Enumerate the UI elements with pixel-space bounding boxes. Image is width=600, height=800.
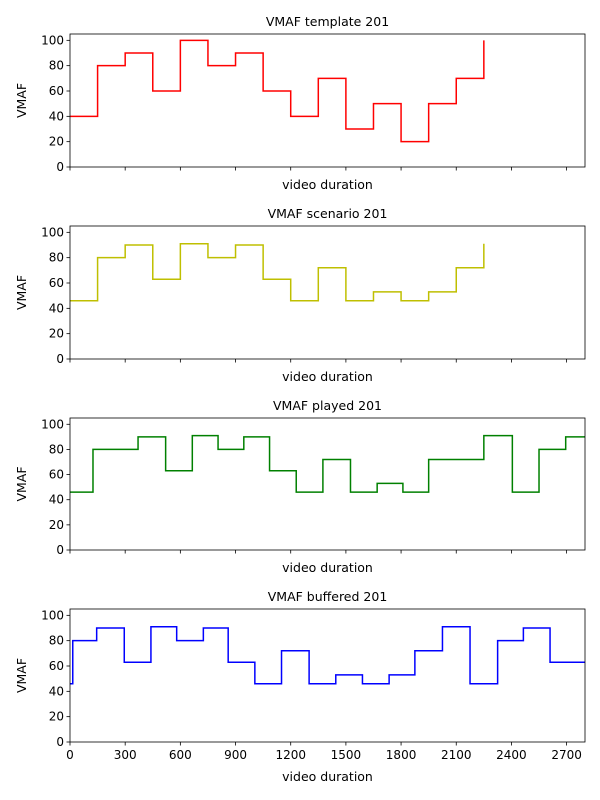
y-tick-label: 0 xyxy=(56,160,64,174)
axes-frame xyxy=(69,225,586,360)
y-tick-label: 40 xyxy=(49,493,64,507)
series-line xyxy=(70,625,585,685)
y-tick-label: 60 xyxy=(49,84,64,98)
y-tick-label: 80 xyxy=(49,442,64,456)
x-tick-label: 2700 xyxy=(551,748,582,762)
y-tick-label: 60 xyxy=(49,276,64,290)
y-axis-label: VMAF xyxy=(14,83,29,118)
y-tick-label: 100 xyxy=(41,417,64,431)
x-tick-label: 2400 xyxy=(496,748,527,762)
x-tick-label: 2100 xyxy=(441,748,472,762)
chart-title: VMAF template 201 xyxy=(266,14,389,29)
series-line xyxy=(70,434,585,493)
y-tick-label: 40 xyxy=(49,684,64,698)
y-axis-label: VMAF xyxy=(14,466,29,501)
y-tick-label: 0 xyxy=(56,352,64,366)
y-tick-label: 0 xyxy=(56,735,64,749)
y-tick-label: 60 xyxy=(49,468,64,482)
x-axis-label: video duration xyxy=(282,769,373,784)
x-tick-label: 1200 xyxy=(275,748,306,762)
x-axis-label: video duration xyxy=(282,369,373,384)
y-tick-label: 20 xyxy=(49,135,64,149)
x-axis-label: video duration xyxy=(282,177,373,192)
x-tick-label: 600 xyxy=(169,748,192,762)
chart-title: VMAF played 201 xyxy=(273,398,382,413)
chart-title: VMAF scenario 201 xyxy=(268,206,388,221)
x-tick-label: 900 xyxy=(224,748,247,762)
y-tick-label: 40 xyxy=(49,301,64,315)
series-line xyxy=(70,39,485,143)
y-axis-label: VMAF xyxy=(14,275,29,310)
x-tick-label: 1800 xyxy=(386,748,417,762)
x-axis-label: video duration xyxy=(282,560,373,575)
y-tick-label: 0 xyxy=(56,543,64,557)
y-tick-label: 80 xyxy=(49,59,64,73)
axes-frame xyxy=(69,608,586,743)
y-tick-label: 100 xyxy=(41,33,64,47)
y-tick-label: 20 xyxy=(49,518,64,532)
chart-title: VMAF buffered 201 xyxy=(268,589,388,604)
y-tick-label: 100 xyxy=(41,608,64,622)
y-tick-label: 60 xyxy=(49,659,64,673)
y-axis-label: VMAF xyxy=(14,658,29,693)
x-tick-label: 1500 xyxy=(331,748,362,762)
series-line xyxy=(70,242,485,302)
axes-frame xyxy=(69,417,586,551)
y-tick-label: 40 xyxy=(49,109,64,123)
axes-frame xyxy=(69,33,586,168)
y-tick-label: 20 xyxy=(49,710,64,724)
x-tick-label: 300 xyxy=(114,748,137,762)
x-tick-label: 0 xyxy=(66,748,74,762)
y-tick-label: 20 xyxy=(49,327,64,341)
y-tick-label: 80 xyxy=(49,634,64,648)
y-tick-label: 100 xyxy=(41,225,64,239)
y-tick-label: 80 xyxy=(49,251,64,265)
